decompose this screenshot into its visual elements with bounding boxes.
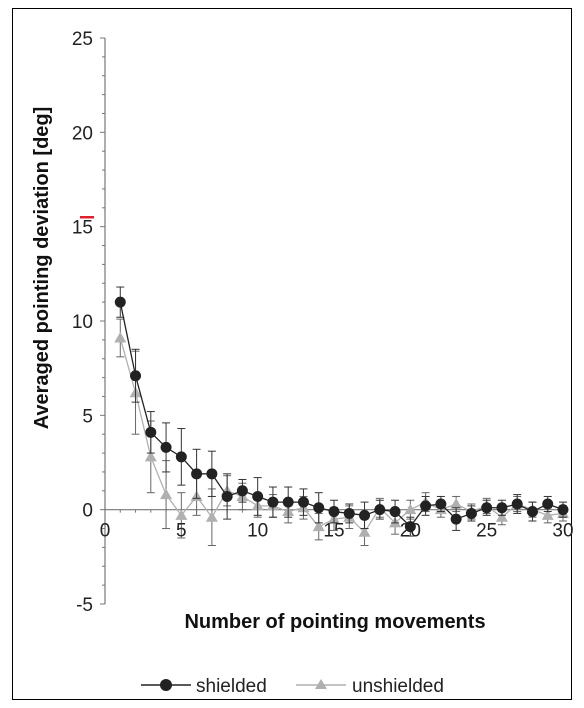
chart-frame xyxy=(12,8,572,700)
y-tick-label: 20 xyxy=(72,123,93,144)
data-point-unshielded xyxy=(205,511,218,522)
data-point-shielded xyxy=(496,502,508,514)
data-point-shielded xyxy=(404,521,416,533)
x-tick-label: 10 xyxy=(247,521,268,542)
x-tick-label: 0 xyxy=(100,521,111,542)
data-point-shielded xyxy=(282,496,294,508)
x-tick-label: 5 xyxy=(176,521,187,542)
y-tick-label: 5 xyxy=(82,406,93,427)
legend-label-shielded: shielded xyxy=(196,676,267,697)
data-point-shielded xyxy=(236,485,248,497)
data-point-unshielded xyxy=(541,509,554,520)
data-point-shielded xyxy=(359,509,371,521)
x-tick-label: 30 xyxy=(552,521,573,542)
x-axis-title: Number of pointing movements xyxy=(184,611,485,633)
data-point-shielded xyxy=(328,506,340,518)
data-point-shielded xyxy=(389,506,401,518)
data-point-shielded xyxy=(206,468,218,480)
data-point-shielded xyxy=(465,507,477,519)
x-tick-label: 15 xyxy=(323,521,344,542)
data-point-shielded xyxy=(145,426,157,438)
data-point-shielded xyxy=(343,507,355,519)
legend-label-unshielded: unshielded xyxy=(352,676,444,697)
legend-item-unshielded: unshielded xyxy=(296,676,444,697)
data-point-unshielded xyxy=(312,520,325,532)
y-tick-label: 10 xyxy=(72,312,93,333)
y-axis-title: Averaged pointing deviation [deg] xyxy=(31,107,53,430)
data-point-unshielded xyxy=(358,526,371,537)
x-tick-label: 20 xyxy=(400,521,421,542)
data-point-unshielded xyxy=(450,498,463,509)
data-point-shielded xyxy=(114,296,126,308)
data-point-unshielded xyxy=(175,509,188,520)
data-point-shielded xyxy=(542,498,554,510)
y-tick-label: 0 xyxy=(82,501,93,522)
data-point-shielded xyxy=(511,498,523,510)
data-point-shielded xyxy=(221,490,233,502)
y-tick-label: 25 xyxy=(72,29,93,50)
series-shielded xyxy=(114,286,569,537)
y-tick-label: 15 xyxy=(72,218,93,239)
data-point-shielded xyxy=(175,451,187,463)
series-layer xyxy=(114,286,569,547)
data-point-unshielded xyxy=(114,331,127,343)
data-point-shielded xyxy=(297,496,309,508)
legend-marker-shielded xyxy=(160,679,172,691)
legend-marker-unshielded xyxy=(315,679,327,689)
data-point-shielded xyxy=(481,502,493,514)
x-tick-label: 25 xyxy=(476,521,497,542)
data-point-shielded xyxy=(252,490,264,502)
y-ticks xyxy=(100,37,105,605)
data-point-unshielded xyxy=(495,511,508,522)
tick-labels: -5 0 5 10 15 20 25 0 5 10 15 20 25 30 xyxy=(72,29,574,616)
series-line-shielded xyxy=(119,302,564,528)
data-point-shielded xyxy=(450,513,462,525)
data-point-shielded xyxy=(374,504,386,516)
data-point-unshielded xyxy=(404,503,417,515)
data-point-shielded xyxy=(557,504,569,516)
data-point-shielded xyxy=(130,370,142,382)
data-point-shielded xyxy=(435,498,447,510)
series-line-unshielded xyxy=(119,337,564,534)
data-point-shielded xyxy=(191,468,203,480)
data-point-shielded xyxy=(526,506,538,518)
data-point-shielded xyxy=(420,500,432,512)
data-point-unshielded xyxy=(160,488,173,500)
legend: shielded unshielded xyxy=(141,676,444,697)
data-point-shielded xyxy=(313,502,325,514)
data-point-unshielded xyxy=(144,450,157,462)
legend-item-shielded: shielded xyxy=(141,676,267,697)
y-tick-label: -5 xyxy=(76,595,93,616)
data-point-shielded xyxy=(160,441,172,453)
data-point-shielded xyxy=(267,496,279,508)
